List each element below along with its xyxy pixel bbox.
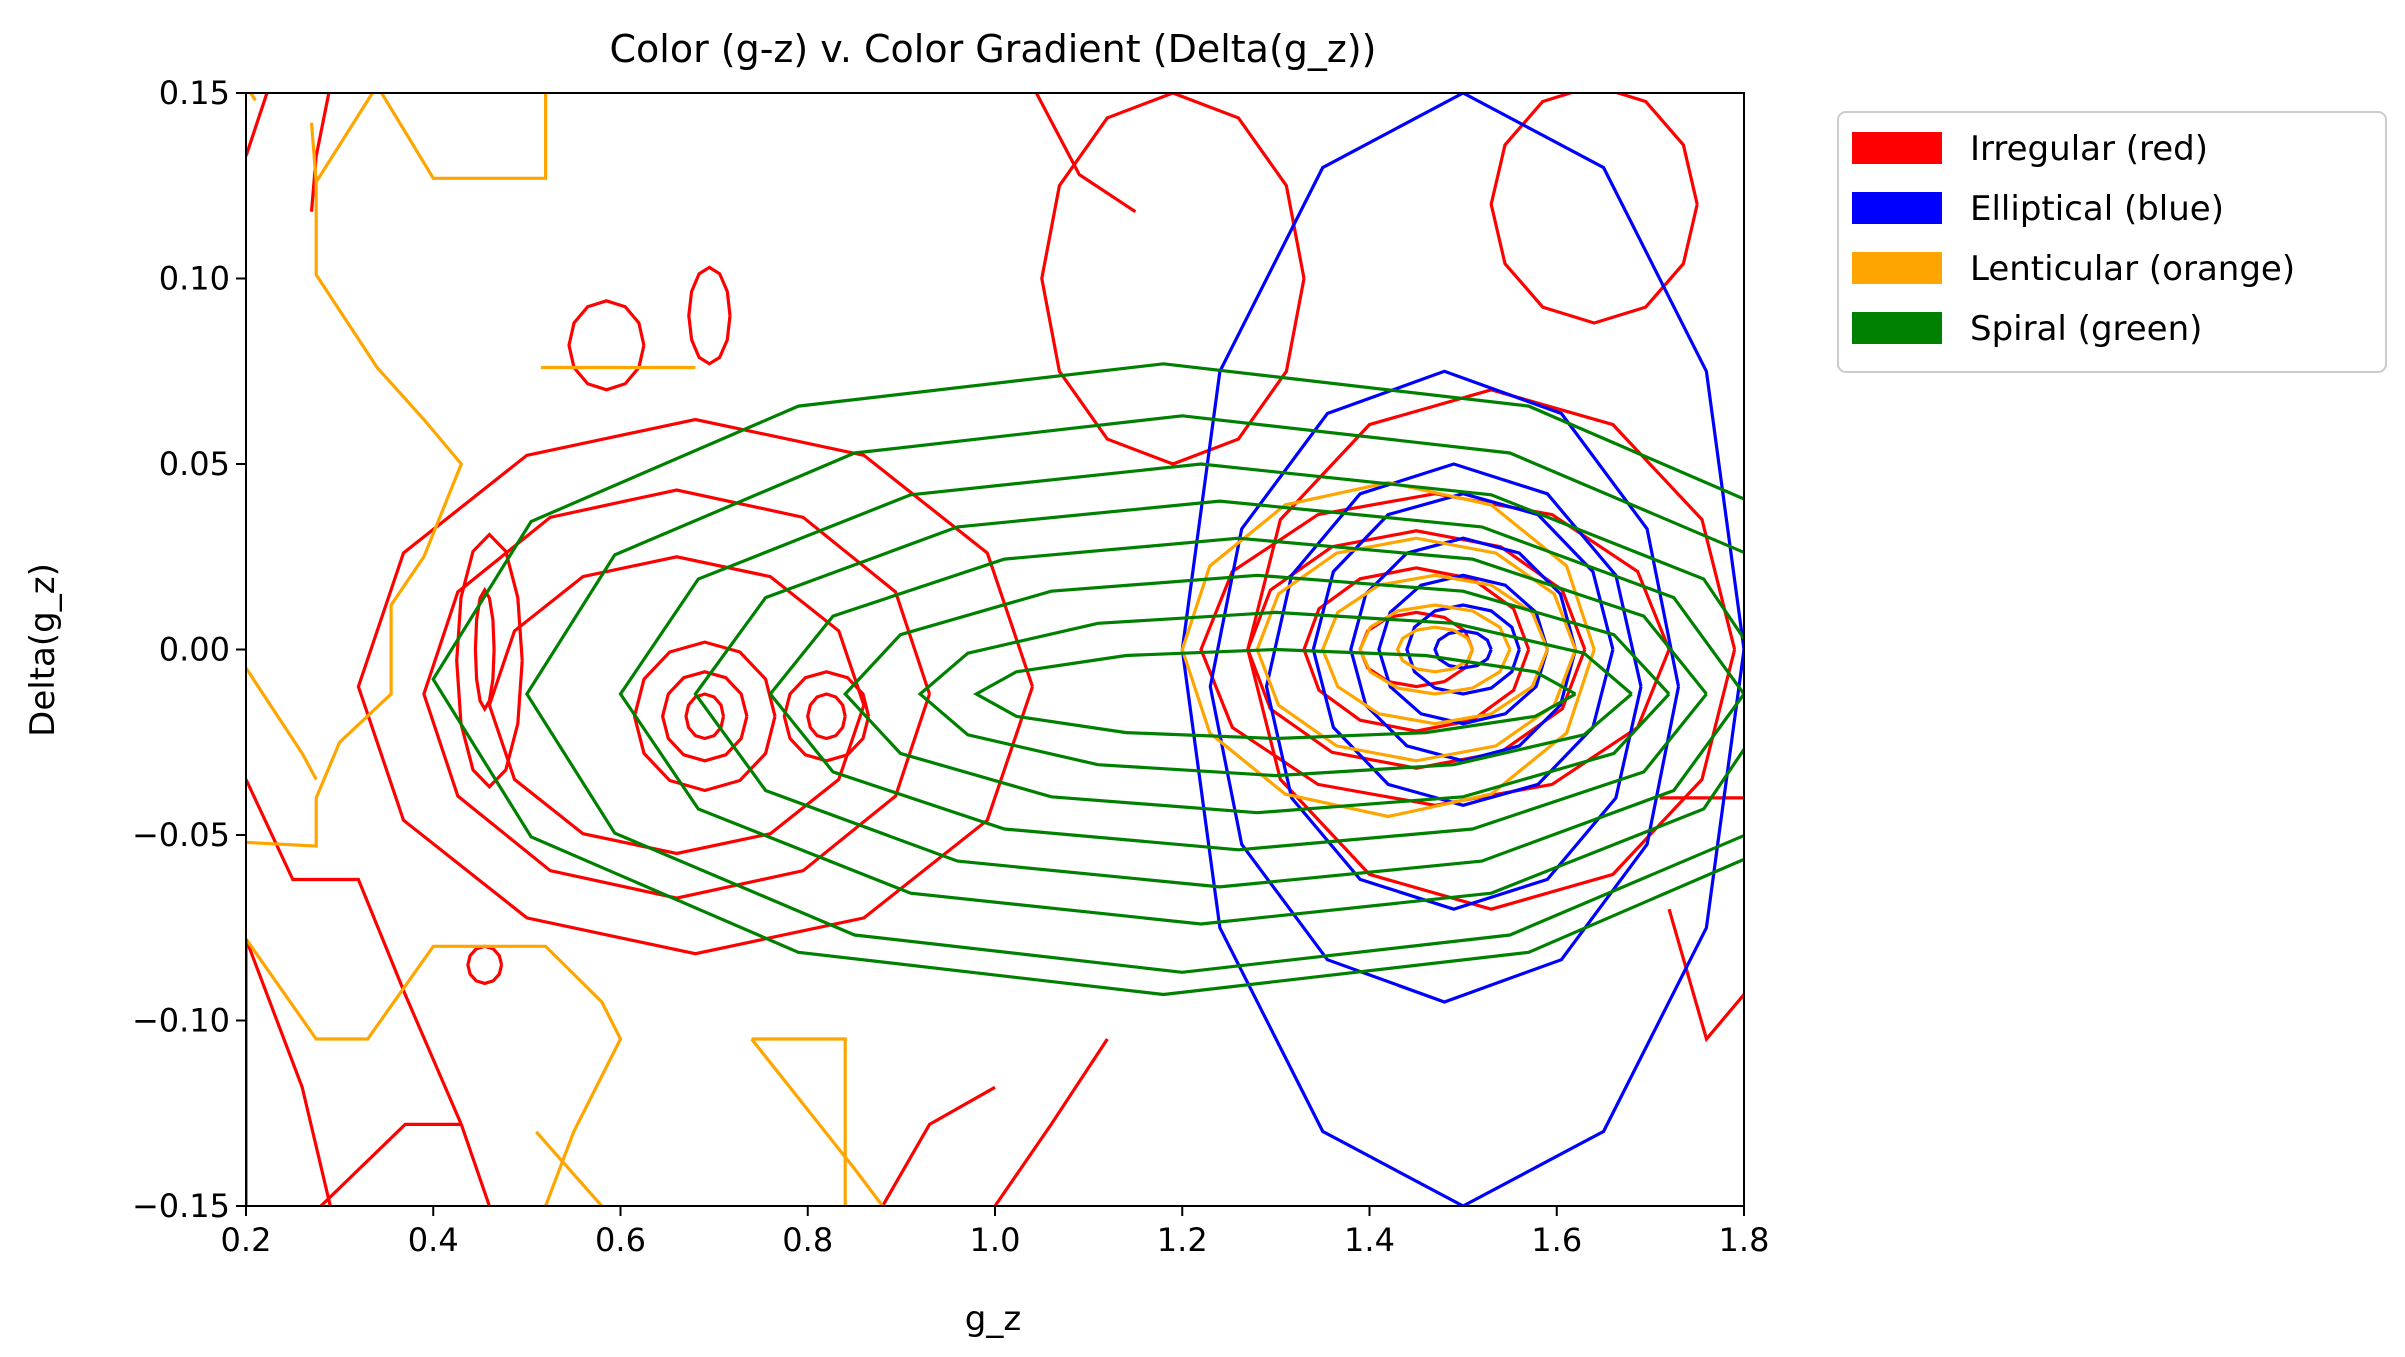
legend: Irregular (red) Elliptical (blue) Lenticul… xyxy=(1837,111,2387,373)
y-tick-label: −0.05 xyxy=(132,816,230,854)
contour-line xyxy=(993,1038,1109,1206)
series-4-contours xyxy=(246,362,1744,1206)
contour-line xyxy=(567,299,646,392)
legend-swatch xyxy=(1852,132,1942,164)
x-tick-label: 0.4 xyxy=(408,1221,459,1259)
contour-line xyxy=(1358,603,1512,696)
contour-line xyxy=(687,265,732,366)
contour-line xyxy=(1040,93,1306,466)
legend-swatch xyxy=(1852,192,1942,224)
contour-line xyxy=(1405,603,1521,696)
contour-line xyxy=(843,573,1671,815)
contour-lines xyxy=(246,93,1744,1206)
contour-line xyxy=(431,362,1744,997)
legend-box xyxy=(1837,111,2387,373)
contour-line xyxy=(246,93,269,157)
contour-line xyxy=(309,93,331,212)
y-tick-label: 0.05 xyxy=(159,445,230,483)
contour-line xyxy=(246,667,318,781)
y-axis-ticks: −0.15 −0.10 −0.05 0.00 0.05 0.10 0.15 xyxy=(132,74,246,1225)
contour-line xyxy=(751,1037,847,1206)
contour-line xyxy=(881,1085,996,1206)
legend-swatch xyxy=(1852,312,1942,344)
contour-line xyxy=(1320,573,1549,726)
x-tick-label: 1.2 xyxy=(1157,1221,1208,1259)
contour-line xyxy=(973,647,1577,741)
x-tick-label: 1.4 xyxy=(1344,1221,1395,1259)
chart-title: Color (g-z) v. Color Gradient (Delta(g_z… xyxy=(609,27,1376,71)
contour-line xyxy=(535,1130,603,1206)
contour-line xyxy=(356,417,1035,956)
contour-line xyxy=(319,1122,462,1206)
contour-line xyxy=(1489,93,1699,325)
contour-line xyxy=(1433,629,1493,670)
contour-line xyxy=(1349,536,1578,763)
contour-line xyxy=(246,778,491,1206)
contour-line xyxy=(1264,462,1643,911)
contour-line xyxy=(1199,492,1671,807)
y-tick-label: 0.15 xyxy=(159,74,230,112)
contour-line xyxy=(466,944,504,986)
x-tick-label: 0.6 xyxy=(595,1221,646,1259)
contour-line xyxy=(246,937,623,1206)
contour-line xyxy=(525,414,1744,974)
contour-line xyxy=(246,182,464,848)
contour-line xyxy=(618,462,1744,926)
contour-line xyxy=(768,536,1708,852)
contour-line xyxy=(1667,908,1744,1043)
x-axis-label: g_z xyxy=(965,1299,1021,1339)
contour-line xyxy=(1208,369,1681,1004)
contour-line xyxy=(1395,625,1474,674)
legend-label: Lenticular (orange) xyxy=(1970,249,2295,289)
contour-line xyxy=(379,93,548,180)
contour-line xyxy=(248,93,257,102)
plot-area xyxy=(245,92,1745,1207)
y-tick-label: −0.10 xyxy=(132,1002,230,1040)
x-tick-label: 1.6 xyxy=(1531,1221,1582,1259)
legend-label: Irregular (red) xyxy=(1970,129,2208,169)
contour-line xyxy=(246,938,332,1206)
y-tick-label: 0.00 xyxy=(159,631,230,669)
y-axis-label: Delta(g_z) xyxy=(23,563,63,737)
x-tick-label: 0.8 xyxy=(782,1221,833,1259)
contour-line xyxy=(684,692,726,741)
contour-line xyxy=(693,499,1744,889)
contour-line xyxy=(487,555,866,856)
legend-label: Elliptical (blue) xyxy=(1970,189,2224,229)
y-tick-label: 0.10 xyxy=(159,260,230,298)
x-tick-label: 0.2 xyxy=(221,1221,272,1259)
y-tick-label: −0.15 xyxy=(132,1187,230,1225)
legend-label: Spiral (green) xyxy=(1970,309,2202,349)
contour-line xyxy=(750,1038,884,1206)
legend-swatch xyxy=(1852,252,1942,284)
contour-line xyxy=(806,692,847,741)
contour-line xyxy=(422,488,932,900)
contour-line xyxy=(917,610,1633,778)
contour-line xyxy=(1377,573,1549,726)
contour-line xyxy=(1180,480,1596,819)
x-tick-label: 1.8 xyxy=(1719,1221,1770,1259)
x-axis-ticks: 0.2 0.4 0.6 0.8 1.0 1.2 1.4 1.6 1.8 xyxy=(221,1206,1770,1259)
x-tick-label: 1.0 xyxy=(970,1221,1021,1259)
contour-line xyxy=(660,670,749,763)
contour-line xyxy=(1034,93,1137,214)
